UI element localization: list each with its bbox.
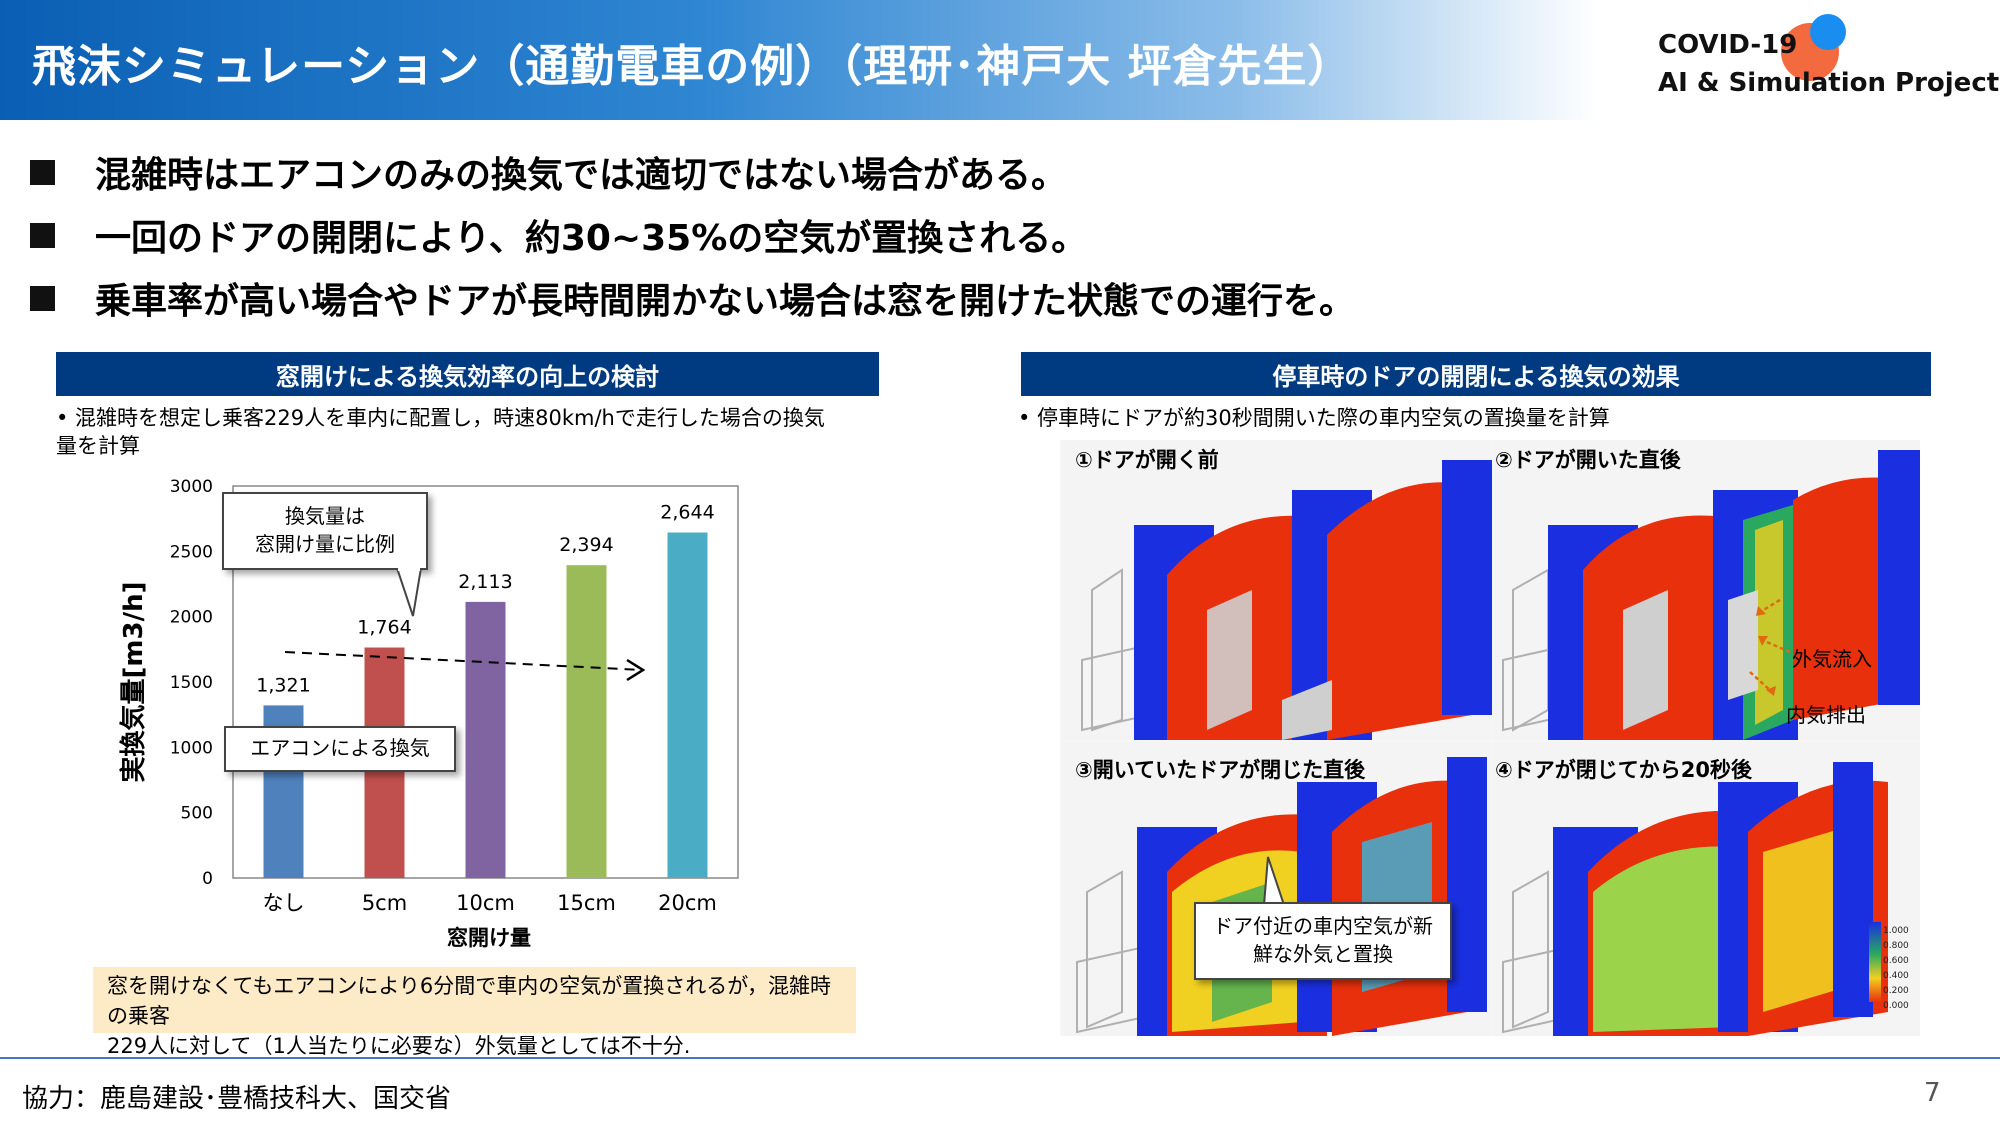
summary-note: 窓を開けなくてもエアコンにより6分間で車内の空気が置換されるが，混雑時の乗客 2…	[93, 967, 856, 1058]
colorbar-value: 0.600	[1883, 956, 1909, 966]
x-axis-label: 窓開け量	[447, 926, 531, 950]
callout-pointer	[395, 568, 423, 617]
bar-value-label: 2,113	[458, 571, 512, 593]
sim-label-before: ①ドアが開く前	[1075, 448, 1219, 472]
ventilation-bar-chart: 0 500 1000 1500 2000 2500 3000 1,321 1,764 2,113…	[118, 477, 739, 950]
y-tick-label: 0	[202, 869, 213, 889]
trend-arrow-head	[626, 658, 646, 682]
y-tick-label: 500	[181, 804, 213, 824]
bullet-square-icon	[30, 159, 55, 185]
colorbar-value: 0.400	[1883, 971, 1909, 981]
bullet-square-icon	[30, 222, 55, 248]
colorbar-value: 0.800	[1883, 941, 1909, 951]
colorbar-value: 1.000	[1883, 926, 1909, 936]
simulation-image-20s-after	[1493, 742, 1920, 1036]
right-panel-heading: 停車時のドアの開閉による換気の効果	[1021, 352, 1931, 396]
x-tick-label: 15cm	[557, 891, 616, 915]
bullet-text: 乗車率が高い場合やドアが長時間開かない場合は窓を開けた状態での運行を。	[95, 281, 1356, 322]
sim-label-after-open: ②ドアが開いた直後	[1495, 448, 1681, 472]
bar-value-label: 2,394	[559, 534, 613, 556]
title-banner	[0, 0, 2000, 120]
bullet-text: 一回のドアの開閉により、約30~35%の空気が置換される。	[95, 218, 1088, 259]
x-tick-label: なし	[263, 891, 305, 915]
simulation-image-after-open	[1493, 440, 1920, 740]
right-panel-note: • 停車時にドアが約30秒間開いた際の車内空気の置換量を計算	[1018, 406, 1610, 430]
trend-arrow-line	[284, 651, 643, 671]
bar	[566, 565, 607, 878]
y-tick-label: 1500	[170, 673, 213, 693]
bar-value-label: 1,321	[256, 674, 310, 696]
bullet-square-icon	[30, 285, 55, 311]
y-tick-label: 3000	[170, 477, 213, 497]
callout-aircon: エアコンによる換気	[224, 726, 456, 772]
sim-label-after-close: ③開いていたドアが閉じた直後	[1075, 758, 1366, 782]
x-tick-label: 20cm	[658, 891, 717, 915]
bullet-item: 一回のドアの開閉により、約30~35%の空気が置換される。	[30, 209, 1087, 261]
y-tick-label: 2000	[170, 608, 213, 628]
annotation-outflow: 内気排出	[1786, 703, 1866, 727]
annotation-inflow: 外気流入	[1792, 647, 1872, 671]
bar	[465, 601, 506, 878]
door-callout: ドア付近の車内空気が新 鮮な外気と置換	[1194, 902, 1452, 980]
y-tick-label: 1000	[170, 738, 213, 758]
slide-title: 飛沫シミュレーション（通勤電車の例）（理研･神戸大 坪倉先生）	[32, 41, 1353, 92]
door-callout-pointer	[1262, 856, 1286, 906]
page-number: 7	[1924, 1078, 1941, 1108]
bar	[667, 532, 708, 878]
bullet-text: 混雑時はエアコンのみの換気では適切ではない場合がある。	[95, 155, 1068, 196]
left-panel-heading: 窓開けによる換気効率の向上の検討	[56, 352, 879, 396]
colorbar-value: 0.000	[1883, 1001, 1909, 1011]
x-tick-label: 10cm	[456, 891, 515, 915]
colorbar-value: 0.200	[1883, 986, 1909, 996]
bar-value-label: 1,764	[357, 617, 411, 639]
footer-divider	[0, 1057, 2000, 1059]
y-tick-label: 2500	[170, 542, 213, 562]
callout-proportional: 換気量は 窓開け量に比例	[222, 492, 428, 570]
logo-text-project: AI & Simulation Project	[1658, 68, 2000, 98]
bullet-item: 乗車率が高い場合やドアが長時間開かない場合は窓を開けた状態での運行を。	[30, 272, 1355, 324]
footer-credit: 協力：鹿島建設･豊橋技科大、国交省	[22, 1084, 452, 1114]
logo-blue-circle	[1810, 14, 1846, 50]
y-axis-label: 実換気量[m3/h]	[118, 582, 149, 783]
x-tick-label: 5cm	[362, 891, 407, 915]
flow-arrows-icon	[1749, 598, 1791, 696]
left-panel-note: • 混雑時を想定し乗客229人を車内に配置し，時速80km/hで走行した場合の換…	[56, 406, 825, 458]
bullet-item: 混雑時はエアコンのみの換気では適切ではない場合がある。	[30, 146, 1067, 198]
sim-label-20s-after: ④ドアが閉じてから20秒後	[1495, 758, 1753, 782]
logo-text-covid: COVID-19	[1658, 30, 1798, 60]
simulation-image-before-open	[1062, 440, 1492, 740]
bar-value-label: 2,644	[660, 502, 714, 524]
